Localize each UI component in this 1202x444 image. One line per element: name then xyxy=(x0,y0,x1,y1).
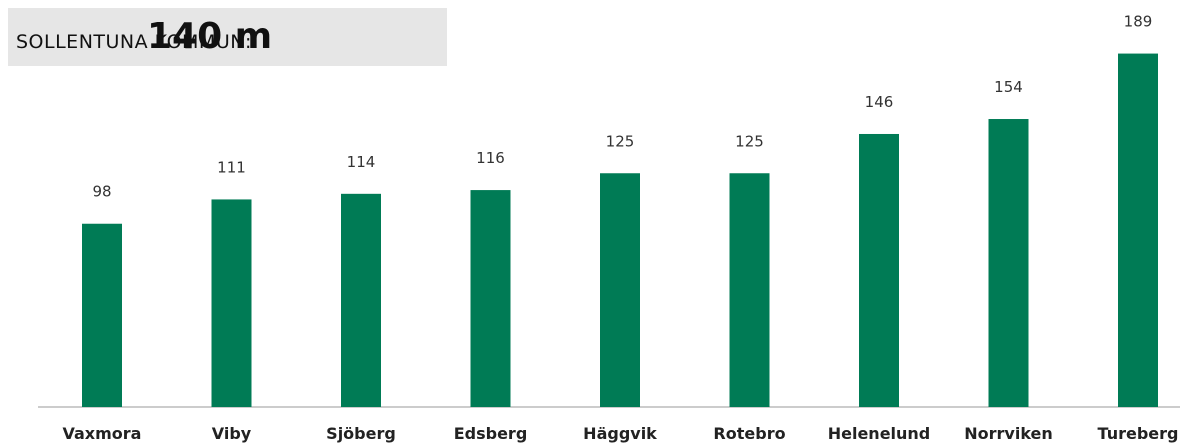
category-label-7: Helenelund xyxy=(828,424,931,443)
value-label-9: 189 xyxy=(1124,13,1153,31)
category-label-3: Sjöberg xyxy=(326,424,396,443)
category-label-2: Viby xyxy=(212,424,252,443)
bar-1 xyxy=(82,223,122,407)
value-label-1: 98 xyxy=(92,183,111,201)
value-label-8: 154 xyxy=(994,78,1023,96)
category-label-9: Tureberg xyxy=(1098,424,1179,443)
bar-3 xyxy=(341,193,381,407)
value-label-6: 125 xyxy=(735,132,764,150)
value-label-7: 146 xyxy=(865,93,894,111)
value-label-4: 116 xyxy=(476,149,505,167)
bar-4 xyxy=(470,190,511,407)
value-label-2: 111 xyxy=(217,158,246,176)
bars-group: 98 Vaxmora 111 Viby 114 Sjöberg 116 Edsberg 125 H… xyxy=(63,13,1179,443)
bar-2 xyxy=(211,199,252,407)
header-label: SOLLENTUNA KOMMUN: xyxy=(16,31,252,53)
value-label-3: 114 xyxy=(347,153,376,171)
bar-5 xyxy=(600,173,640,407)
category-label-6: Rotebro xyxy=(713,424,785,443)
bar-6 xyxy=(729,173,770,407)
value-label-5: 125 xyxy=(606,132,635,150)
bar-9 xyxy=(1118,53,1158,407)
category-label-8: Norrviken xyxy=(964,424,1053,443)
header-value: 140 m xyxy=(147,16,273,57)
header-box: SOLLENTUNA KOMMUN: 140 m xyxy=(8,8,447,66)
bar-8 xyxy=(988,119,1029,408)
category-label-1: Vaxmora xyxy=(63,424,142,443)
category-label-4: Edsberg xyxy=(454,424,528,443)
category-label-5: Häggvik xyxy=(583,424,657,443)
bar-7 xyxy=(859,133,899,408)
